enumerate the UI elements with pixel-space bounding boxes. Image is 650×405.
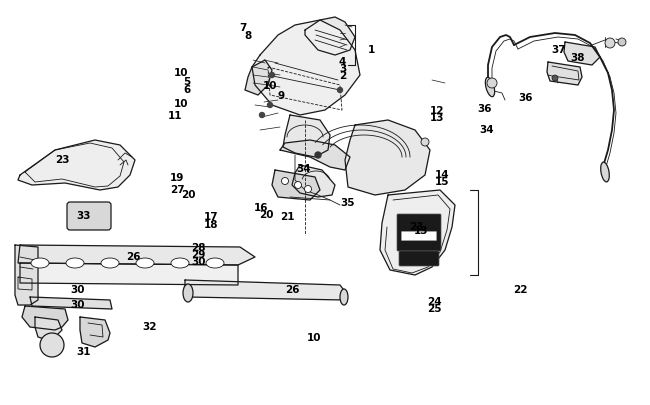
Circle shape xyxy=(618,39,626,47)
Text: 16: 16 xyxy=(254,202,268,212)
Polygon shape xyxy=(22,306,68,330)
Ellipse shape xyxy=(183,284,193,302)
Text: 33: 33 xyxy=(76,211,90,220)
Text: 10: 10 xyxy=(174,68,188,78)
Text: 34: 34 xyxy=(296,164,311,174)
Polygon shape xyxy=(18,141,135,190)
Polygon shape xyxy=(547,63,582,86)
Circle shape xyxy=(270,73,274,78)
Ellipse shape xyxy=(171,258,189,269)
Ellipse shape xyxy=(136,258,154,269)
Circle shape xyxy=(259,113,265,118)
Polygon shape xyxy=(185,280,346,300)
Text: 36: 36 xyxy=(477,104,491,113)
Text: 30: 30 xyxy=(71,285,85,294)
Text: 26: 26 xyxy=(285,285,300,294)
Circle shape xyxy=(40,333,64,357)
Polygon shape xyxy=(245,61,272,96)
Text: 3: 3 xyxy=(339,64,346,74)
Circle shape xyxy=(337,88,343,93)
Text: 17: 17 xyxy=(204,212,218,222)
Text: 12: 12 xyxy=(430,106,444,116)
Polygon shape xyxy=(292,166,335,198)
Text: 7: 7 xyxy=(239,23,246,33)
Text: 25: 25 xyxy=(427,304,441,313)
Text: 28: 28 xyxy=(191,242,205,252)
Text: 27: 27 xyxy=(170,185,185,194)
Ellipse shape xyxy=(206,258,224,269)
Text: 6: 6 xyxy=(183,85,191,94)
Ellipse shape xyxy=(66,258,84,269)
Circle shape xyxy=(281,178,289,185)
Text: 8: 8 xyxy=(244,31,252,40)
Ellipse shape xyxy=(601,163,609,182)
Text: 9: 9 xyxy=(278,91,284,101)
Text: 13: 13 xyxy=(430,113,444,122)
FancyBboxPatch shape xyxy=(67,202,111,230)
Text: 19: 19 xyxy=(170,173,185,182)
Circle shape xyxy=(552,76,558,82)
Text: 18: 18 xyxy=(204,219,218,229)
Text: 23: 23 xyxy=(55,155,70,165)
Text: 22: 22 xyxy=(513,285,527,294)
Ellipse shape xyxy=(31,258,49,269)
Polygon shape xyxy=(380,190,455,275)
Text: 20: 20 xyxy=(259,210,274,220)
Text: 10: 10 xyxy=(263,81,277,91)
Ellipse shape xyxy=(101,258,119,269)
Text: 21: 21 xyxy=(280,212,294,222)
Text: 10: 10 xyxy=(174,98,188,108)
Ellipse shape xyxy=(486,78,495,98)
Text: 2: 2 xyxy=(339,71,346,81)
Text: 13: 13 xyxy=(414,226,428,236)
Text: 20: 20 xyxy=(181,190,196,199)
Text: 4: 4 xyxy=(339,57,346,67)
Text: 30: 30 xyxy=(71,299,85,309)
Circle shape xyxy=(315,153,321,159)
Text: 29: 29 xyxy=(191,249,205,259)
Text: 5: 5 xyxy=(183,77,191,87)
Text: 36: 36 xyxy=(518,93,532,103)
Text: 31: 31 xyxy=(76,347,90,356)
Circle shape xyxy=(304,186,311,193)
Polygon shape xyxy=(283,116,330,158)
Text: 37: 37 xyxy=(552,45,566,54)
Polygon shape xyxy=(305,18,355,56)
Polygon shape xyxy=(80,317,110,347)
Circle shape xyxy=(268,103,272,108)
Polygon shape xyxy=(345,121,430,196)
Text: 11: 11 xyxy=(168,111,183,121)
Ellipse shape xyxy=(340,289,348,305)
Text: 34: 34 xyxy=(479,125,493,134)
Text: 15: 15 xyxy=(435,177,449,187)
FancyBboxPatch shape xyxy=(397,215,441,252)
Polygon shape xyxy=(564,43,600,66)
Polygon shape xyxy=(252,21,360,116)
Circle shape xyxy=(487,79,497,89)
Text: 23: 23 xyxy=(409,221,423,231)
Text: 26: 26 xyxy=(126,251,140,261)
Circle shape xyxy=(421,139,429,147)
Polygon shape xyxy=(20,263,238,285)
Text: 30: 30 xyxy=(191,257,205,266)
Text: 32: 32 xyxy=(142,321,157,331)
Text: 10: 10 xyxy=(307,332,321,342)
Polygon shape xyxy=(18,245,255,265)
FancyBboxPatch shape xyxy=(402,232,437,241)
FancyBboxPatch shape xyxy=(399,252,439,266)
Polygon shape xyxy=(15,245,38,305)
Text: 24: 24 xyxy=(427,297,441,307)
Polygon shape xyxy=(280,141,350,171)
Circle shape xyxy=(294,182,302,189)
Polygon shape xyxy=(30,297,112,309)
Text: 35: 35 xyxy=(341,198,355,207)
Polygon shape xyxy=(35,317,62,340)
Text: 1: 1 xyxy=(368,45,376,54)
Circle shape xyxy=(605,39,615,49)
Polygon shape xyxy=(272,171,320,200)
Text: 38: 38 xyxy=(570,53,584,62)
Text: 14: 14 xyxy=(435,170,449,180)
